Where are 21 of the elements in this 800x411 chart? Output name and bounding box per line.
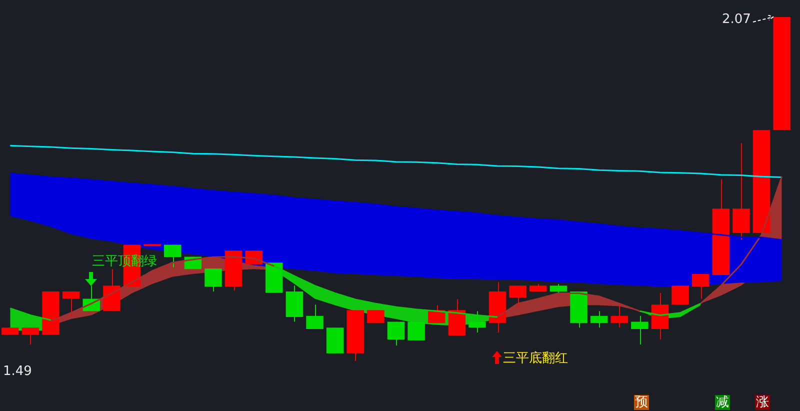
text: 1.49 [3, 364, 32, 379]
candlestick [367, 310, 384, 324]
candlestick [590, 310, 608, 328]
candlestick [306, 304, 324, 330]
candlestick [672, 285, 689, 306]
candlestick [62, 291, 80, 316]
candlestick [509, 285, 526, 307]
candlestick [164, 244, 182, 268]
candlestick [692, 273, 710, 300]
candlestick [631, 315, 648, 345]
text: 减 [715, 395, 730, 410]
candlestick [468, 310, 486, 333]
text: 预 [634, 395, 649, 410]
candlestick [204, 268, 222, 292]
annotation: 2.07 [722, 12, 751, 27]
candlestick [408, 321, 425, 341]
candlestick [22, 327, 40, 345]
annotation: 三平底翻红 [503, 351, 568, 366]
candlestick [387, 321, 405, 346]
text: 涨 [755, 395, 770, 410]
candlestick [610, 304, 628, 328]
